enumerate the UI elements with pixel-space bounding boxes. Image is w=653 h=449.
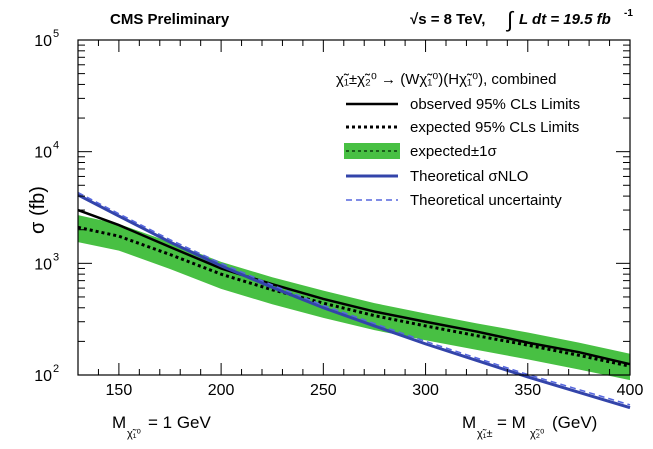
header-sqrt-s: √s = 8 TeV,: [410, 11, 485, 28]
svg-text:M: M: [462, 413, 476, 432]
svg-text:χ̃₂⁰: χ̃₂⁰: [530, 428, 545, 440]
integral-sign: ∫: [505, 7, 515, 32]
y-tick-label: 10: [34, 368, 52, 385]
series-line-1: [77, 225, 631, 368]
legend: χ̃₁±χ̃₂⁰ → (Wχ̃₁⁰)(Hχ̃₁⁰), combined obse…: [336, 71, 580, 209]
series-lines: [77, 191, 631, 410]
y-tick-label: 10: [34, 145, 52, 162]
x-axis-label: M χ̃₁± = M χ̃₂⁰ (GeV): [462, 413, 597, 440]
legend-item-observed: observed 95% CLs Limits: [410, 96, 580, 113]
x-tick-label: 400: [617, 382, 644, 399]
series-line-3: [77, 191, 631, 406]
x-tick-label: 350: [514, 382, 541, 399]
series-line-0: [77, 208, 631, 366]
x-note-left: M χ̃₁⁰ = 1 GeV: [112, 413, 212, 440]
expected-band: [78, 215, 630, 381]
svg-text:χ̃₁±: χ̃₁±: [477, 428, 493, 440]
svg-text:= M: = M: [497, 413, 526, 432]
band-area: [78, 215, 630, 381]
svg-text:χ̃₁⁰: χ̃₁⁰: [127, 428, 141, 440]
header-lumi-exp: -1: [624, 8, 633, 19]
svg-text:= 1 GeV: = 1 GeV: [148, 413, 212, 432]
legend-item-expected: expected 95% CLs Limits: [410, 119, 579, 136]
legend-header: χ̃₁±χ̃₂⁰ → (Wχ̃₁⁰)(Hχ̃₁⁰), combined: [336, 71, 556, 88]
y-axis-label: σ (fb): [27, 186, 49, 234]
legend-item-theory-unc: Theoretical uncertainty: [410, 192, 562, 209]
svg-text:M: M: [112, 413, 126, 432]
header-right: √s = 8 TeV, ∫ L dt = 19.5 fb -1: [410, 7, 633, 32]
x-tick-label: 150: [106, 382, 133, 399]
series-line-2: [77, 193, 631, 410]
y-tick-label: 10: [34, 33, 52, 50]
y-tick-label: 10: [34, 256, 52, 273]
x-tick-label: 300: [412, 382, 439, 399]
legend-item-band: expected±1σ: [410, 143, 497, 160]
header-left: CMS Preliminary: [110, 11, 230, 28]
y-tick-label-exp: 3: [53, 251, 59, 263]
plot-frame: [77, 39, 631, 376]
header-lumi: L dt = 19.5 fb: [519, 11, 611, 28]
x-tick-label: 200: [208, 382, 235, 399]
y-tick-label-exp: 5: [53, 28, 59, 40]
svg-text:(GeV): (GeV): [552, 413, 597, 432]
legend-item-theory: Theoretical σNLO: [410, 168, 528, 185]
x-tick-label: 250: [310, 382, 337, 399]
y-tick-label-exp: 2: [53, 363, 59, 375]
y-tick-label-exp: 4: [53, 140, 59, 152]
